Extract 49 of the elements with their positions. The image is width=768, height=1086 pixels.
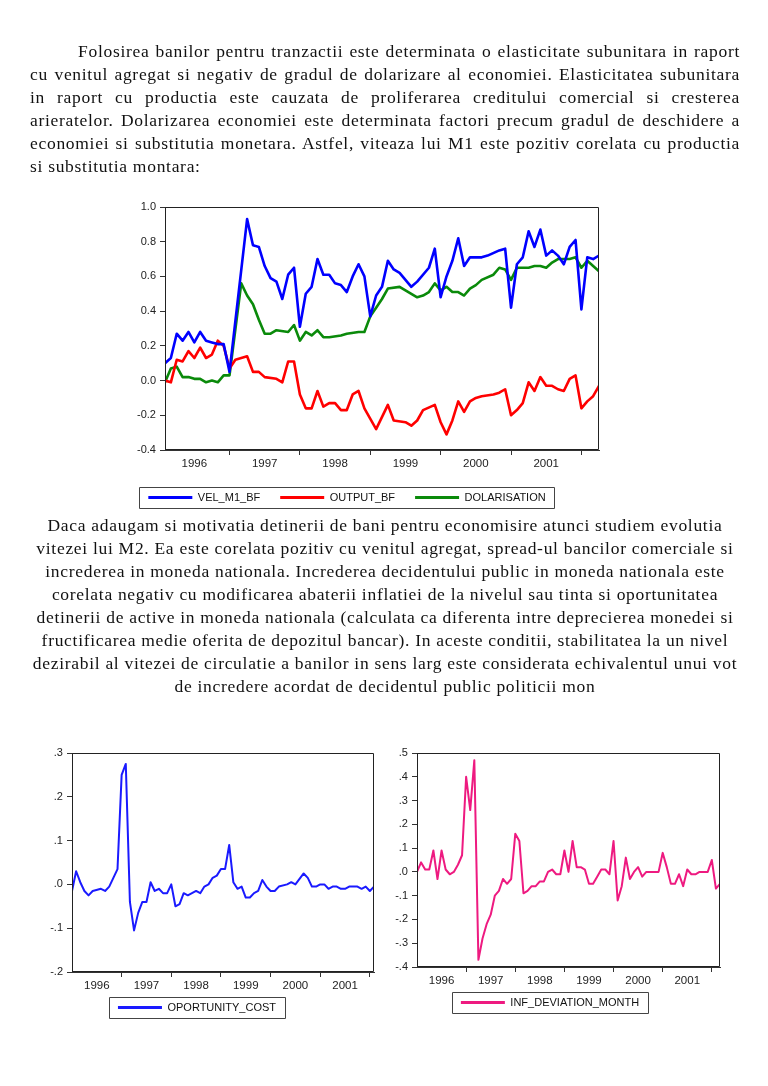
y-tick-label: .0 [53,877,63,890]
y-tick-label: 1.0 [140,200,156,213]
y-tick-label: .2 [398,817,408,830]
x-tick-label: 2001 [533,457,560,470]
x-tick-label: 2001 [674,974,701,987]
y-tick-label: -0.2 [137,408,156,421]
x-tick-label: 2000 [282,979,309,992]
x-tick-label: 1999 [576,974,602,987]
x-tick-label: 1996 [428,974,455,987]
y-tick-label: .0 [398,864,408,877]
text: Folosirea banilor pentru tranzactii este determinata o elasticitate subunitara in raport cu venitul agregat si negativ de gradul de dolarizare al economiei. Elasticitatea subunitara in raport cu productia este cauzata de proliferarea creditului comercial si cresterea arieratelor. Dolarizarea economiei este determinata factori precum gradul de deschidere a economiei si substitutia monetara. Astfel, viteaza lui M1 este pozitiv corelata cu productia si substitutia montara: [30,40,740,178]
y-tick-label: 0.2 [140,338,156,351]
legend-label: OUTPUT_BF [329,490,396,503]
y-tick-label: -0.4 [137,443,156,456]
x-tick-label: 1997 [133,979,160,992]
y-tick-label: 0.0 [140,373,156,386]
y-tick-label: -.2 [395,912,408,925]
y-tick-label: 0.6 [140,269,156,282]
x-tick-label: 1999 [232,979,259,992]
x-tick-label: 1999 [392,457,419,470]
x-tick-label: 2001 [332,979,358,992]
x-tick-label: 2000 [463,457,489,470]
y-tick-label: .5 [398,746,408,759]
y-tick-label: -.2 [50,965,63,978]
y-tick-label: .3 [398,793,408,806]
x-tick-label: 1997 [251,457,278,470]
x-tick-label: 1997 [477,974,504,987]
y-tick-label: .4 [398,769,408,782]
legend-label: INF_DEVIATION_MONTH [510,995,640,1008]
x-tick-label: 1998 [183,979,209,992]
x-tick-label: 1998 [322,457,348,470]
legend-label: OPORTUNITY_COST [167,1000,277,1013]
x-tick-label: 1996 [181,457,208,470]
x-tick-label: 1998 [527,974,553,987]
x-tick-label: 1996 [84,979,110,992]
y-tick-label: -.3 [395,936,408,949]
y-tick-label: -.1 [50,921,63,934]
text: Daca adaugam si motivatia detinerii de bani pentru economisire atunci studiem evolutia vitezei lui M2. Ea este corelata pozitiv cu venitul agregat, spread-ul bancilor comerciale si increderea in moneda nationala. Increderea decidentului public in moneda nationala este corelata negativ cu modificarea abaterii inflatiei de la nivelul sau tinta si oportunitatea detinerii de active in moneda nationala (calculata ca diferenta intre deprecierea monedei si fructificarea medie oferita de depozitul bancar). In aceste conditii, stabilitatea la un nivel dezirabil al vitezei de circulatie a banilor in sens larg este considerata echivalentul unui vot de incredere acordat de decidentul public politicii mon [31,514,739,698]
y-tick-label: -.1 [395,888,408,901]
y-tick-label: .1 [398,841,408,854]
legend-label: VEL_M1_BF [197,490,261,503]
y-tick-label: 0.4 [140,304,156,317]
y-tick-label: -.4 [395,960,408,973]
legend-label: DOLARISATION [464,490,546,503]
y-tick-label: .2 [53,789,63,802]
y-tick-label: .1 [53,833,63,846]
x-tick-label: 2000 [625,974,651,987]
y-tick-label: .3 [53,746,63,759]
y-tick-label: 0.8 [140,234,156,247]
